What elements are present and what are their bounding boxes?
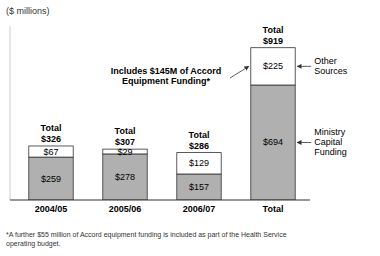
background <box>0 0 380 256</box>
bar-segment <box>251 48 295 85</box>
data-label: $157 <box>189 182 209 192</box>
total-caption: Total <box>263 25 284 35</box>
text-line: Includes $145M of Accord <box>111 66 222 76</box>
x-tick-label: Total <box>263 204 284 214</box>
x-axis-line <box>10 200 310 201</box>
text-line: Other <box>314 56 337 66</box>
x-tick-label: 2006/07 <box>183 204 216 214</box>
total-caption: Total <box>115 126 136 136</box>
bar-segment <box>251 85 295 200</box>
total-label: $307 <box>115 137 135 147</box>
legend-arrow <box>297 66 311 67</box>
data-label: $67 <box>43 147 58 157</box>
total-label: $919 <box>263 36 283 46</box>
data-label: $278 <box>115 172 135 182</box>
total-caption: Total <box>41 123 62 133</box>
bar-segment <box>29 146 73 157</box>
bar-segment <box>177 174 221 200</box>
bar-segment <box>177 153 221 174</box>
text-line: Funding <box>314 147 347 157</box>
y-axis-label: ($ millions) <box>6 6 50 16</box>
x-tick-label: 2004/05 <box>35 204 68 214</box>
annotation-arrow <box>230 66 249 78</box>
data-label: $225 <box>263 61 283 71</box>
text-line: *A further $55 million of Accord equipme… <box>6 231 287 239</box>
x-tick-label: 2005/06 <box>109 204 142 214</box>
annotation: Includes $145M of AccordEquipment Fundin… <box>111 66 222 86</box>
data-label: $259 <box>41 174 61 184</box>
text-line: Capital <box>314 137 342 147</box>
legend-arrow <box>297 142 311 143</box>
text-line: Equipment Funding* <box>122 76 210 86</box>
data-label: $129 <box>189 158 209 168</box>
legend-label: OtherSources <box>314 56 348 76</box>
text-line: Sources <box>314 66 348 76</box>
data-label: $29 <box>117 147 132 157</box>
bars <box>29 48 295 200</box>
bar-segment <box>29 157 73 200</box>
y-axis-line <box>10 26 11 200</box>
text-line: Ministry <box>314 127 345 137</box>
total-caption: Total <box>189 130 210 140</box>
data-label: $694 <box>263 137 283 147</box>
bar-segment <box>103 154 147 200</box>
text-line: operating budget. <box>6 240 61 248</box>
total-label: $286 <box>189 141 209 151</box>
footnote: *A further $55 million of Accord equipme… <box>6 231 287 248</box>
total-label: $326 <box>41 134 61 144</box>
legend-label: MinistryCapitalFunding <box>314 127 347 157</box>
